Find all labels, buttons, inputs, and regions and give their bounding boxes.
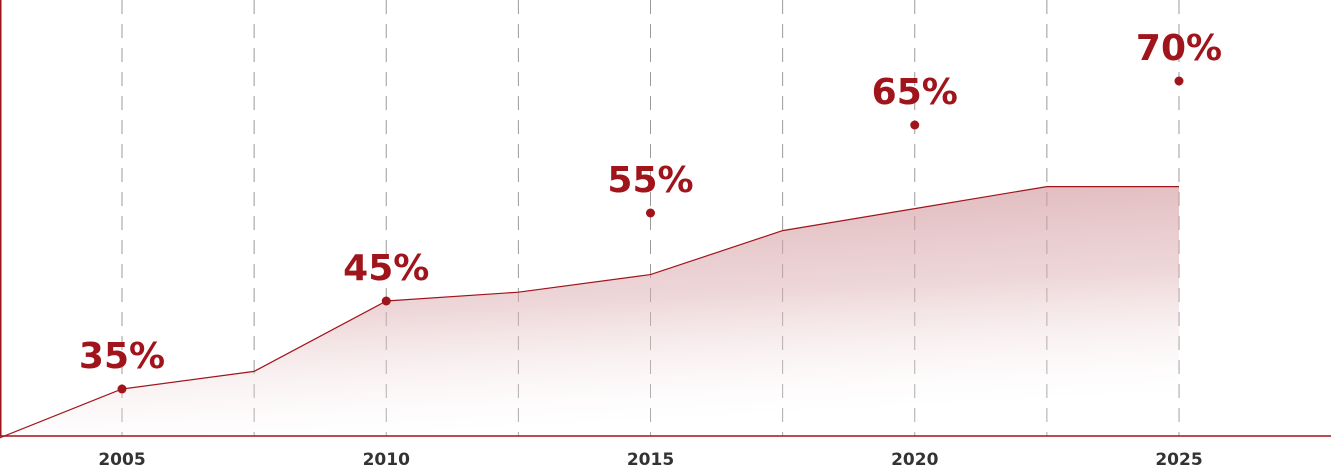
- value-labels: 35% 45% 55% 65% 70%: [79, 28, 1222, 377]
- area-layer: [0, 186, 1179, 439]
- data-point-marker: [646, 208, 655, 218]
- value-label: 45%: [343, 248, 429, 289]
- x-tick-label: 2010: [363, 450, 410, 468]
- axes: [0, 0, 1331, 437]
- value-label: 55%: [607, 160, 693, 201]
- x-tick-labels: 2005 2010 2015 2020 2025: [98, 450, 1202, 468]
- point-markers: [117, 76, 1184, 394]
- x-tick-label: 2015: [627, 450, 674, 468]
- data-point-marker: [1174, 76, 1184, 86]
- x-tick-label: 2020: [891, 450, 938, 468]
- trend-line: [0, 186, 1179, 439]
- data-point-marker: [910, 120, 920, 130]
- value-label: 65%: [872, 72, 958, 113]
- data-point-marker: [381, 296, 391, 306]
- x-tick-label: 2025: [1155, 450, 1202, 468]
- value-label: 70%: [1136, 28, 1222, 69]
- x-tick-label: 2005: [98, 450, 145, 468]
- value-label: 35%: [79, 336, 165, 377]
- area-fill: [0, 186, 1179, 438]
- data-point-marker: [117, 384, 127, 394]
